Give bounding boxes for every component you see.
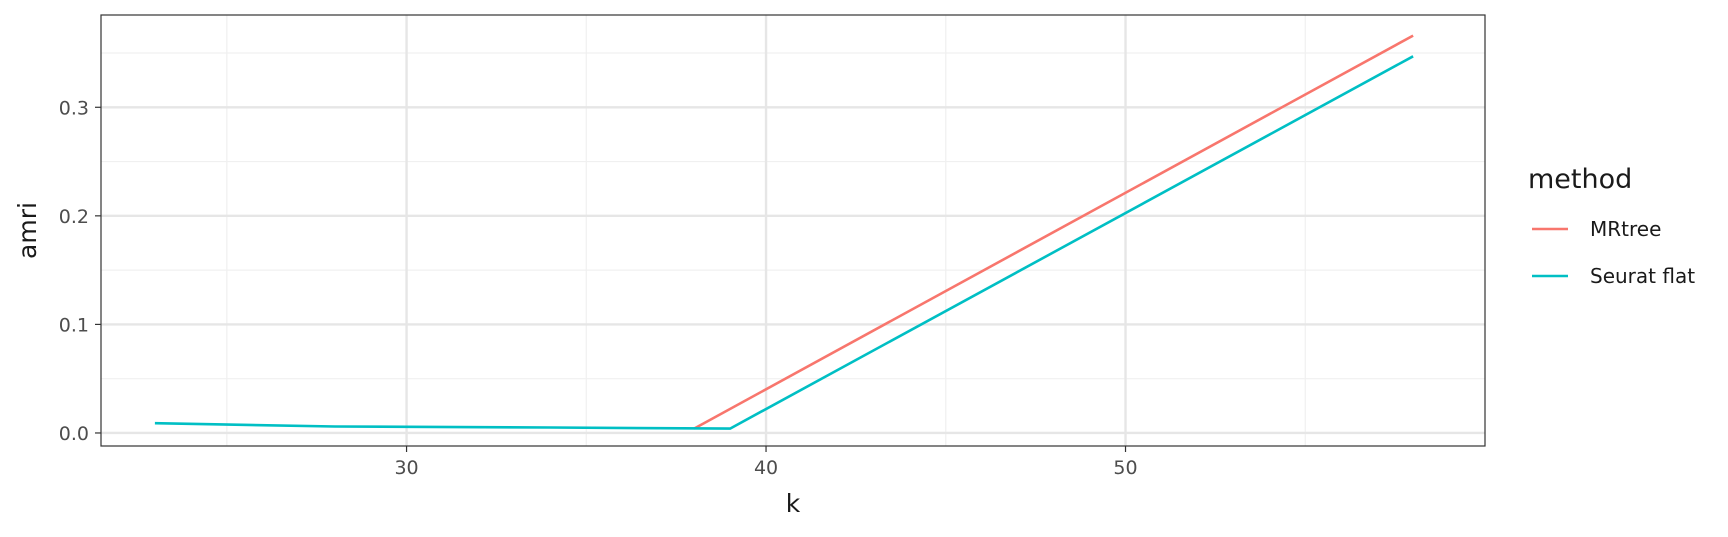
x-axis: 30 40 50 (394, 446, 1138, 479)
minor-grid (101, 15, 1485, 446)
x-axis-title: k (786, 489, 801, 518)
y-tick-label: 0.0 (59, 423, 89, 445)
x-tick-label: 40 (754, 457, 778, 479)
x-tick-label: 50 (1113, 457, 1137, 479)
panel-border (100, 14, 1486, 447)
x-tick-label: 30 (394, 457, 418, 479)
y-tick-label: 0.3 (59, 97, 89, 119)
major-grid (101, 15, 1485, 446)
series-layer (154, 34, 1414, 430)
y-tick-label: 0.1 (59, 314, 89, 336)
y-axis-title: amri (13, 202, 42, 259)
series-line-seurat-flat (154, 55, 1414, 430)
legend-label: Seurat flat (1590, 264, 1695, 288)
legend-title: method (1528, 164, 1632, 195)
series-line-mrtree (693, 34, 1414, 430)
y-tick-label: 0.2 (59, 206, 89, 228)
legend: method MRtree Seurat flat (1528, 164, 1695, 288)
legend-label: MRtree (1590, 217, 1661, 241)
y-axis: 0.0 0.1 0.2 0.3 (59, 97, 101, 445)
